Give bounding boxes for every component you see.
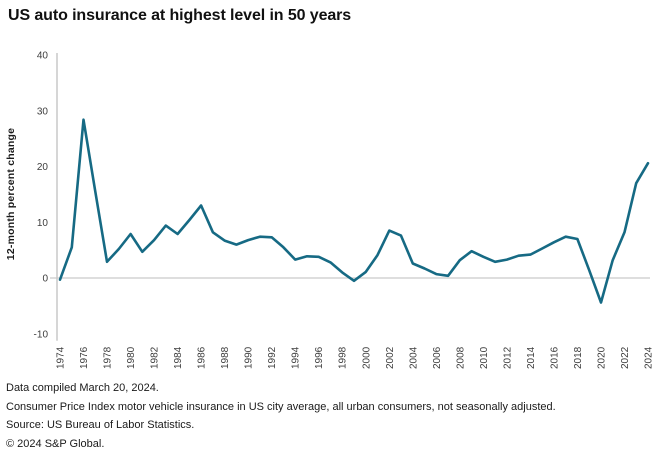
x-tick-label: 1990: [244, 346, 255, 369]
insurance-line-series: [58, 118, 650, 304]
footnote-copyright: © 2024 S&P Global.: [6, 437, 105, 450]
y-tick-label: 20: [37, 162, 49, 173]
x-tick-label: 2006: [432, 346, 443, 369]
x-tick-label: 1988: [220, 346, 231, 369]
y-tick-label: -10: [34, 329, 49, 340]
x-tick-label: 1980: [126, 346, 137, 369]
x-tick-label: 2000: [361, 346, 372, 369]
x-tick-label: 2018: [573, 346, 584, 369]
footnote-source: Source: US Bureau of Labor Statistics.: [6, 419, 195, 431]
y-tick-label: 30: [37, 106, 49, 117]
x-tick-label: 1994: [291, 346, 302, 369]
x-tick-label: 1998: [338, 346, 349, 369]
x-tick-label: 2024: [644, 346, 655, 369]
y-axis-title: 12-month percent change: [5, 128, 17, 260]
x-tick-label: 2002: [385, 346, 396, 369]
x-tick-label: 2004: [408, 346, 419, 369]
x-tick-label: 2016: [549, 346, 560, 369]
x-tick-label: 1976: [79, 346, 90, 369]
x-tick-label: 2020: [596, 346, 607, 369]
chart-footnotes: Data compiled March 20, 2024. Consumer P…: [6, 379, 556, 453]
x-tick-label: 1984: [173, 346, 184, 369]
x-tick-label: 2022: [620, 346, 631, 369]
x-tick-label: 1978: [103, 346, 114, 369]
footnote-compiled: Data compiled March 20, 2024.: [6, 382, 159, 394]
x-tick-label: 1986: [197, 346, 208, 369]
x-tick-label: 1982: [150, 346, 161, 369]
x-tick-label: 1992: [267, 346, 278, 369]
x-tick-label: 2014: [526, 346, 537, 369]
x-tick-label: 1974: [56, 346, 67, 369]
x-tick-label: 1996: [314, 346, 325, 369]
y-tick-label: 0: [42, 274, 48, 285]
x-tick-label: 2012: [502, 346, 513, 369]
x-tick-label: 2008: [455, 346, 466, 369]
y-tick-label: 40: [37, 51, 49, 62]
x-tick-label: 2010: [479, 346, 490, 369]
y-tick-label: 10: [37, 218, 49, 229]
footnote-description: Consumer Price Index motor vehicle insur…: [6, 400, 556, 413]
chart-title: US auto insurance at highest level in 50…: [8, 7, 352, 24]
